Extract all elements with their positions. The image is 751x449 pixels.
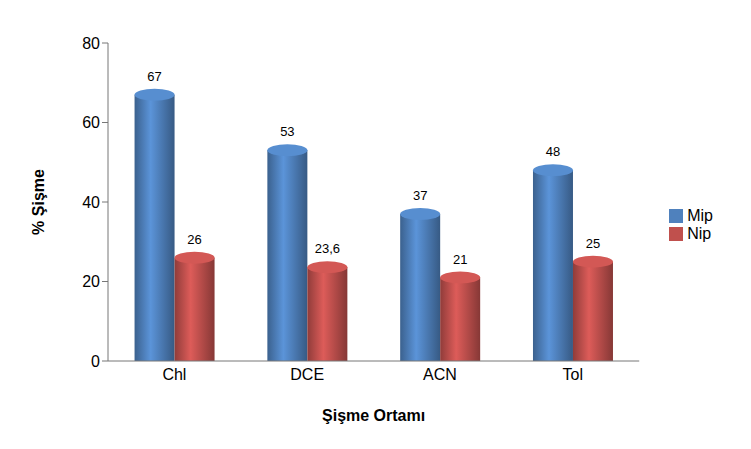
svg-text:26: 26 [187,232,201,247]
svg-text:60: 60 [82,114,100,131]
svg-text:53: 53 [280,124,294,139]
svg-text:0: 0 [91,353,100,370]
svg-text:21: 21 [453,252,467,267]
svg-text:67: 67 [147,69,161,84]
svg-text:% Şişme: % Şişme [30,169,47,235]
svg-text:Chl: Chl [162,366,186,383]
html-text:Mip: Mip [687,206,713,224]
svg-text:Şişme Ortamı: Şişme Ortamı [322,407,425,424]
svg-text:80: 80 [82,35,100,52]
svg-text:37: 37 [413,188,427,203]
svg-text:Tol: Tol [563,366,583,383]
svg-text:25: 25 [586,236,600,251]
svg-text:20: 20 [82,273,100,290]
svg-text:DCE: DCE [290,366,324,383]
svg-text:40: 40 [82,194,100,211]
svg-text:ACN: ACN [423,366,457,383]
html-text:Nip: Nip [687,224,712,242]
svg-text:23,6: 23,6 [315,241,340,256]
svg-text:48: 48 [546,144,560,159]
